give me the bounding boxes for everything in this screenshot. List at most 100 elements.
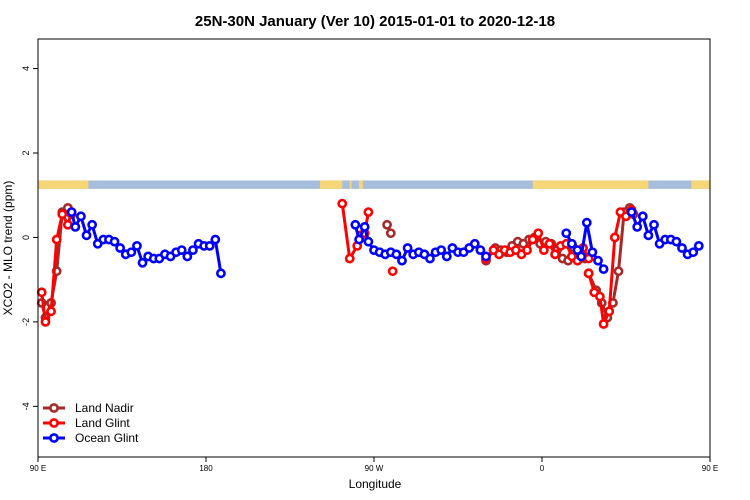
data-point <box>598 319 609 329</box>
data-point <box>626 207 637 218</box>
series-land-nadir <box>36 202 639 323</box>
data-point <box>609 232 620 243</box>
data-point <box>350 219 361 230</box>
legend-swatch-marker <box>49 403 59 413</box>
data-point <box>425 253 435 264</box>
chart-title: 25N-30N January (Ver 10) 2015-01-01 to 2… <box>195 13 555 30</box>
data-point <box>649 219 659 230</box>
data-point <box>566 238 577 249</box>
data-point <box>216 268 226 279</box>
data-point <box>402 243 413 253</box>
data-point <box>475 245 486 256</box>
y-tick-label: -4 <box>21 402 31 410</box>
land-band <box>349 180 352 189</box>
plot-frame <box>37 38 711 458</box>
data-point <box>385 228 396 239</box>
y-tick-label: -2 <box>21 318 31 326</box>
land-band <box>532 180 649 189</box>
data-point <box>176 245 187 256</box>
data-point <box>593 255 603 266</box>
y-axis: -4 -2 0 2 4 <box>21 66 38 410</box>
data-point <box>688 247 699 258</box>
land-band <box>691 180 710 189</box>
data-point <box>581 217 592 228</box>
data-point <box>115 243 126 253</box>
data-point <box>527 234 538 245</box>
x-tick-label: 180 <box>199 464 213 473</box>
legend-label: Land Glint <box>75 416 130 430</box>
data-point <box>677 243 687 253</box>
data-point <box>363 207 374 218</box>
data-point <box>544 238 555 249</box>
data-point <box>550 249 560 260</box>
x-tick-label: 90 E <box>30 464 46 473</box>
data-point <box>344 253 355 264</box>
data-point <box>51 234 62 245</box>
land-band <box>359 180 363 189</box>
data-point <box>583 268 594 279</box>
data-point <box>441 251 452 262</box>
data-point <box>594 291 605 302</box>
data-point <box>66 207 77 218</box>
data-point <box>643 230 654 241</box>
x-tick-label: 90 E <box>702 464 718 473</box>
x-tick-label: 90 W <box>365 464 384 473</box>
data-point <box>469 238 480 249</box>
data-point <box>391 249 402 260</box>
land-band <box>319 180 343 189</box>
data-point <box>481 251 491 262</box>
land-ocean-strip <box>38 180 710 189</box>
data-point <box>132 240 142 251</box>
data-point <box>387 266 398 277</box>
y-tick-label: 4 <box>21 66 31 71</box>
legend-label: Land Nadir <box>75 401 134 415</box>
data-point <box>359 221 370 232</box>
data-point <box>46 306 56 317</box>
data-point <box>632 221 643 232</box>
legend-swatch-marker <box>49 433 59 443</box>
data-point <box>36 287 47 298</box>
data-point <box>70 221 81 232</box>
x-axis-label: Longitude <box>349 477 402 491</box>
x-axis: 90 E 180 90 W 0 90 E <box>30 457 718 473</box>
data-point <box>576 251 587 262</box>
y-tick-label: 0 <box>21 235 31 240</box>
series-ocean-glint <box>66 207 704 279</box>
data-point <box>87 219 98 230</box>
data-point <box>637 211 648 222</box>
data-point <box>57 209 68 220</box>
data-point <box>613 266 624 277</box>
y-axis-label: XCO2 - MLO trend (ppm) <box>1 181 15 316</box>
data-point <box>397 255 407 266</box>
data-point <box>671 236 682 247</box>
data-point <box>693 240 704 251</box>
data-point <box>363 236 374 247</box>
data-point <box>81 230 92 241</box>
data-point <box>382 219 392 230</box>
ocean-band <box>38 180 710 189</box>
data-point <box>354 234 364 245</box>
data-point <box>604 306 615 317</box>
data-point <box>109 236 120 247</box>
data-point <box>210 234 221 245</box>
data-point <box>126 247 137 258</box>
data-point <box>533 228 544 239</box>
series-layer <box>36 198 704 329</box>
legend-swatch-marker <box>49 418 59 428</box>
data-point <box>204 240 215 251</box>
legend-label: Ocean Glint <box>75 431 139 445</box>
data-point <box>561 228 572 239</box>
data-point <box>587 247 598 258</box>
land-band <box>38 180 89 189</box>
y-tick-label: 2 <box>21 150 31 155</box>
data-point <box>598 264 609 275</box>
data-point <box>337 198 348 209</box>
data-point <box>538 245 549 256</box>
data-point <box>182 251 193 262</box>
series-land-glint <box>36 198 637 329</box>
data-point <box>40 316 51 327</box>
data-point <box>76 211 86 222</box>
x-tick-label: 0 <box>540 464 545 473</box>
